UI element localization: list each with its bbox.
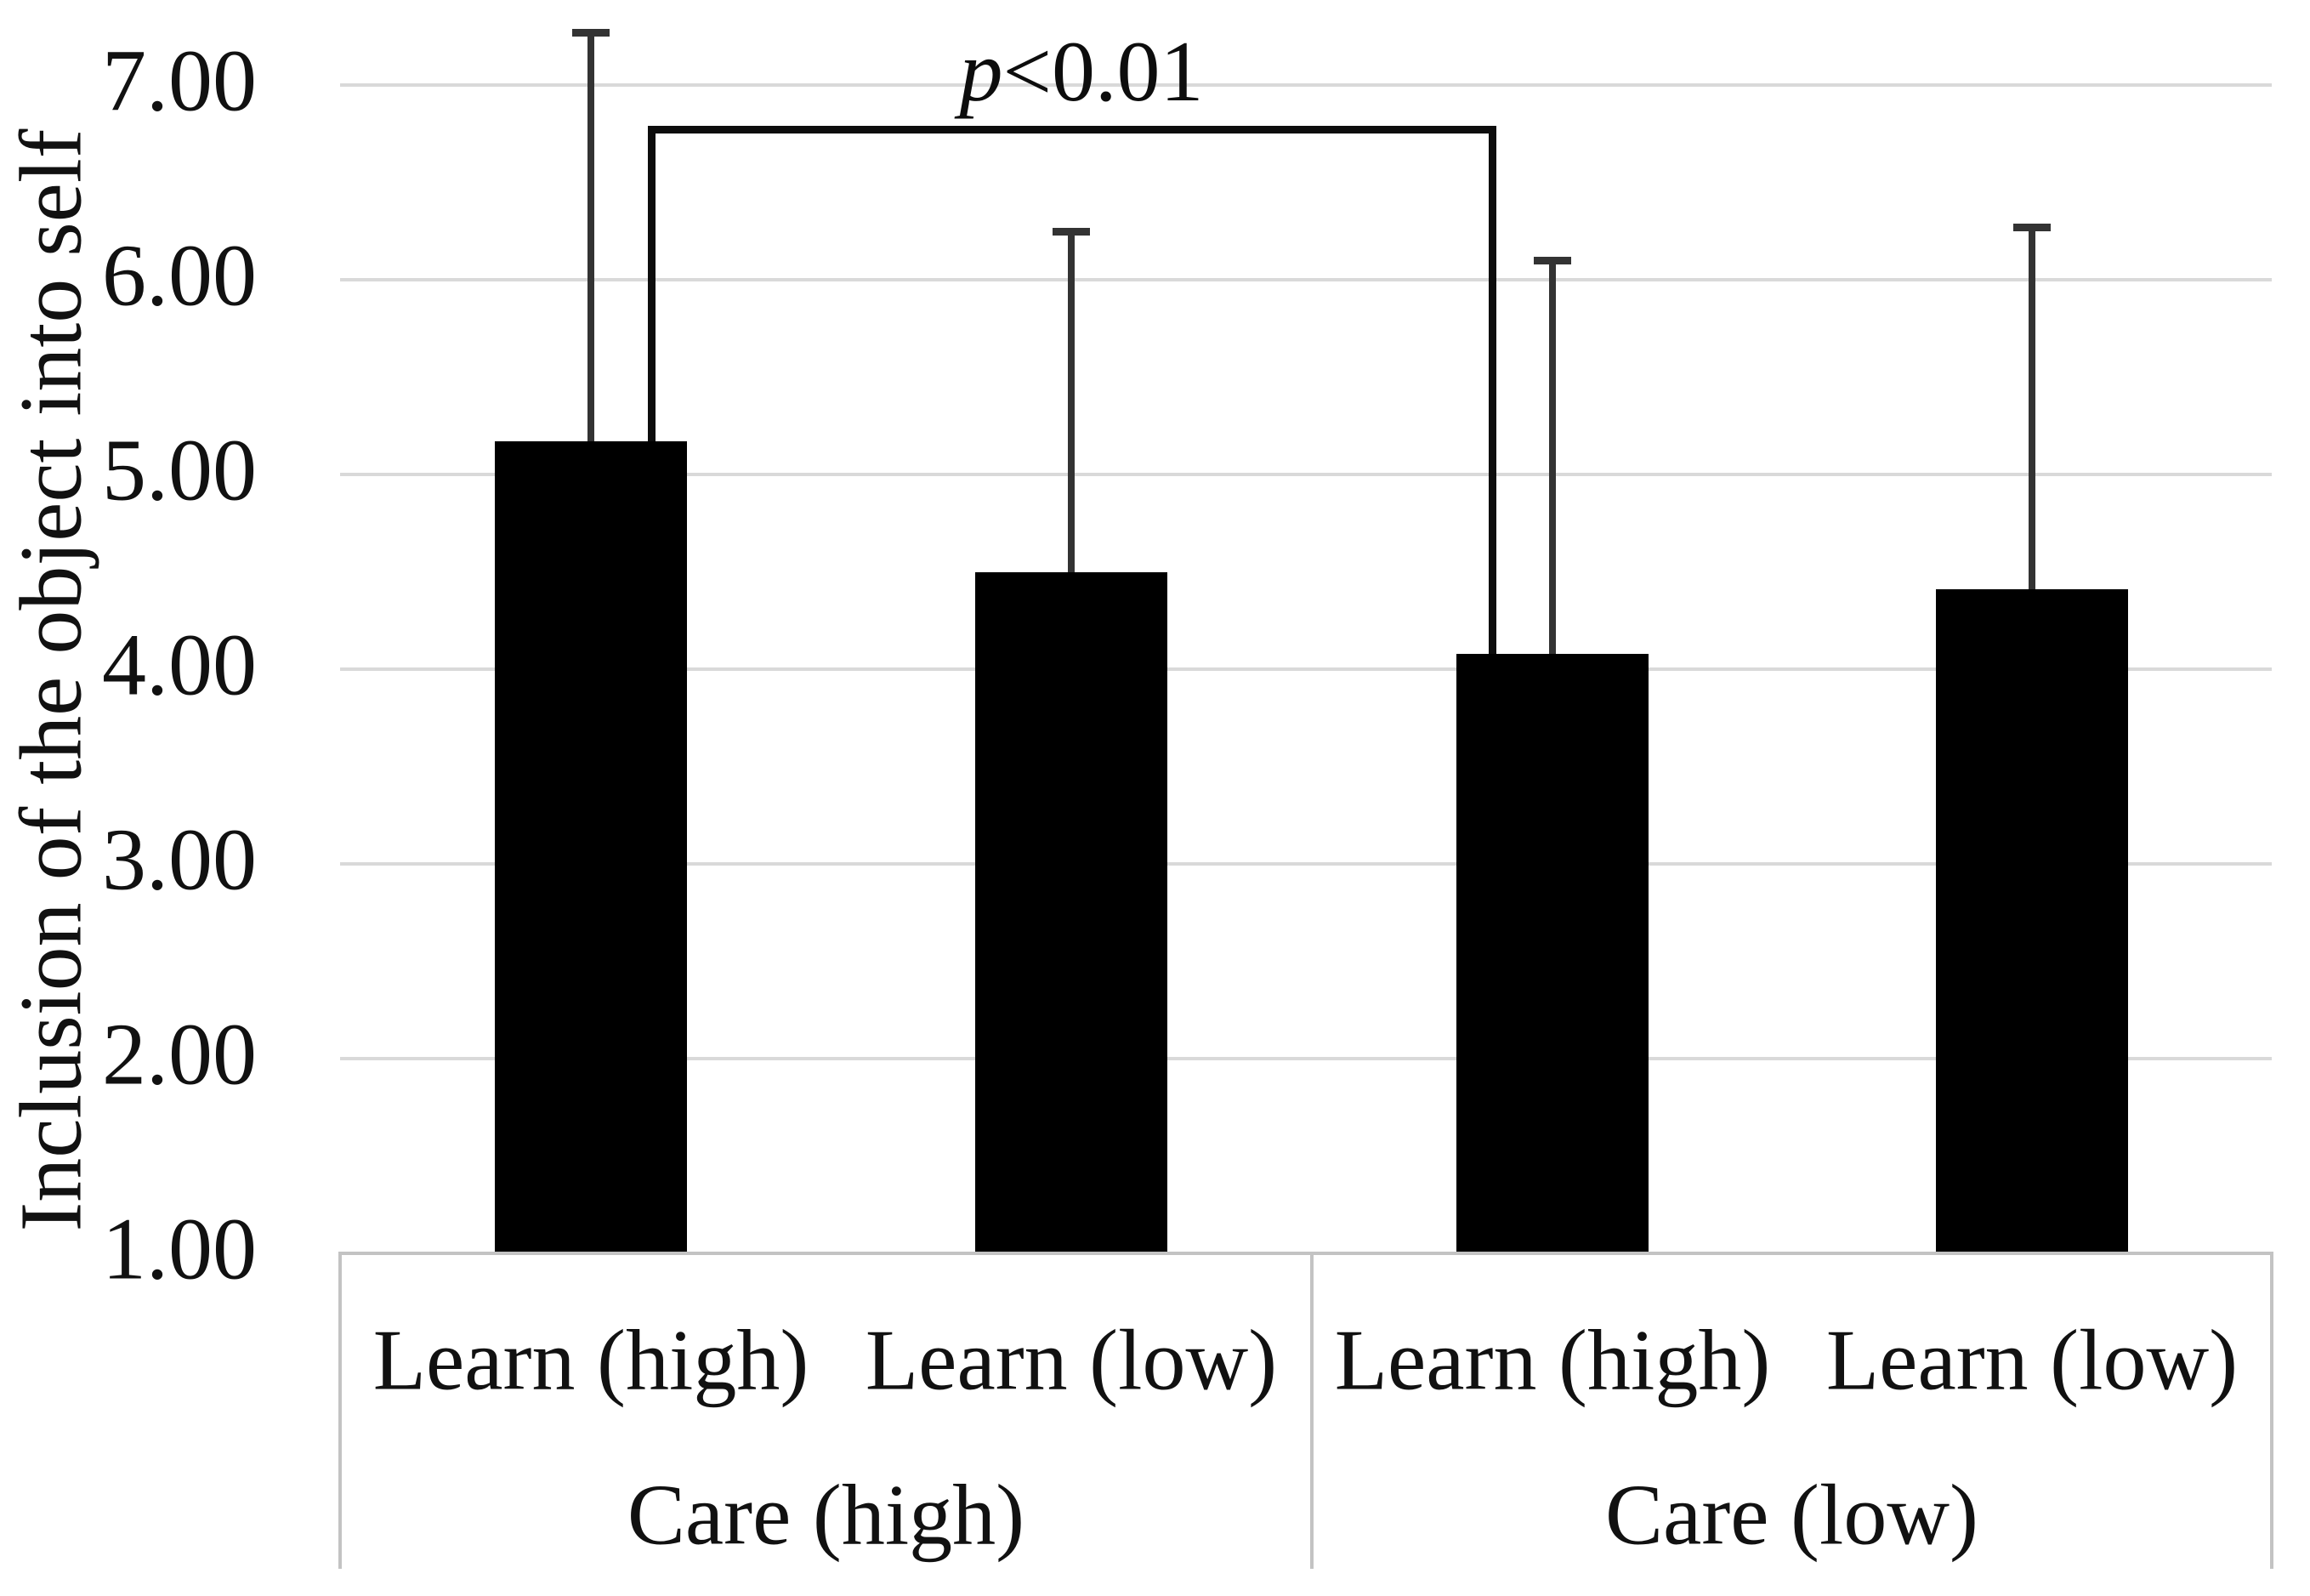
error-bar-2 <box>1068 230 1075 572</box>
gridline-4.00 <box>340 667 2272 671</box>
learn-label-4: Learn (low) <box>1825 1312 2239 1409</box>
gridline-6.00 <box>340 278 2272 281</box>
bar-2 <box>975 571 1167 1253</box>
bar-1 <box>495 441 687 1253</box>
error-bar-cap-3 <box>1534 257 1571 265</box>
bar-4 <box>1936 589 2128 1253</box>
y-tick-6.00: 6.00 <box>102 226 257 325</box>
significance-value: <0.01 <box>1002 24 1204 120</box>
learn-label-1: Learn (high) <box>372 1312 809 1409</box>
y-tick-3.00: 3.00 <box>102 810 257 909</box>
error-bar-cap-4 <box>2013 224 2051 232</box>
significance-label: p<0.01 <box>959 29 1203 116</box>
care-label-1: Care (high) <box>627 1467 1025 1564</box>
y-tick-4.00: 4.00 <box>102 616 257 714</box>
learn-label-2: Learn (low) <box>865 1312 1278 1409</box>
category-divider-2 <box>1310 1252 1314 1569</box>
y-tick-2.00: 2.00 <box>102 1005 257 1104</box>
bracket-right-line <box>1488 126 1496 654</box>
error-bar-cap-1 <box>572 29 610 37</box>
bar-3 <box>1456 653 1649 1253</box>
x-axis-line <box>340 1252 2272 1255</box>
gridline-3.00 <box>340 862 2272 866</box>
learn-label-3: Learn (high) <box>1334 1312 1771 1409</box>
gridline-5.00 <box>340 473 2272 476</box>
care-label-2: Care (low) <box>1605 1467 1978 1564</box>
category-divider-1 <box>338 1252 342 1569</box>
error-bar-cap-2 <box>1053 227 1090 236</box>
error-bar-3 <box>1549 260 1556 654</box>
gridline-7.00 <box>340 83 2272 87</box>
error-bar-4 <box>2029 227 2035 590</box>
gridline-2.00 <box>340 1057 2272 1060</box>
significance-p-symbol: p <box>959 24 1003 120</box>
error-bar-1 <box>587 32 594 442</box>
y-tick-7.00: 7.00 <box>102 31 257 130</box>
category-divider-3 <box>2270 1252 2273 1569</box>
bracket-top-line <box>647 126 1496 134</box>
y-tick-1.00: 1.00 <box>102 1200 257 1298</box>
y-tick-5.00: 5.00 <box>102 421 257 520</box>
bracket-left-line <box>647 126 656 442</box>
